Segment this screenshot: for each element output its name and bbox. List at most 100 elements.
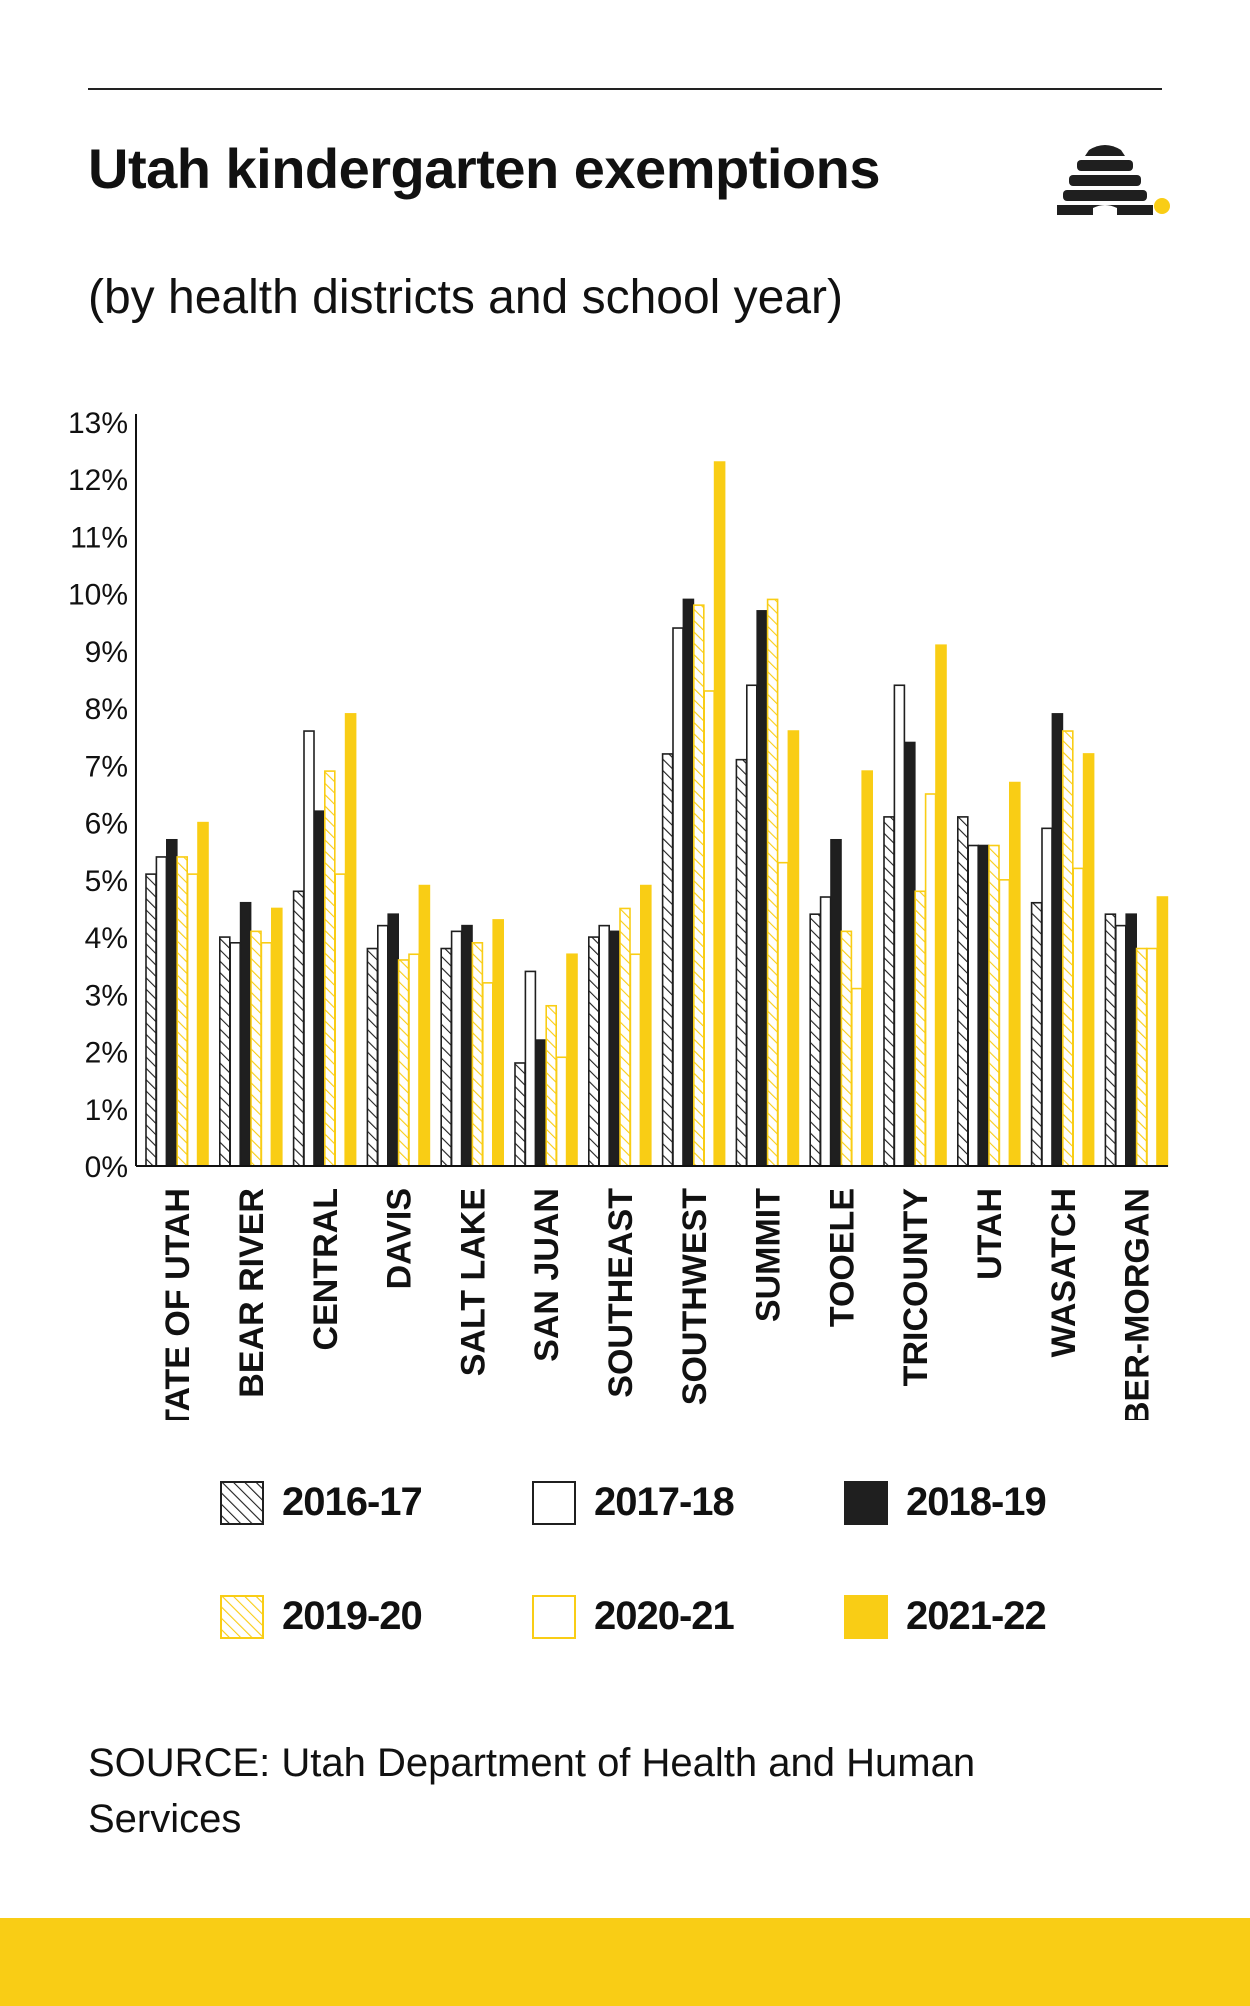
y-tick-label: 2%: [85, 1037, 128, 1070]
bar-2017-18-bear-river: [229, 941, 241, 1167]
bar-2017-18-state-of-utah: [155, 856, 168, 1167]
bar-2018-19-salt-lake: [461, 924, 473, 1167]
bar-2020-21-central: [334, 873, 347, 1167]
bar-2020-21-southwest: [703, 690, 716, 1167]
bar-2021-22-weber-morgan: [1156, 896, 1169, 1167]
bar-2016-17-state-of-utah: [145, 873, 157, 1167]
x-category-label: SAN JUAN: [528, 1188, 566, 1362]
bar-2018-19-summit: [756, 610, 769, 1167]
bar-2016-17-utah: [956, 816, 969, 1167]
bar-2018-19-wasatch: [1051, 713, 1064, 1167]
y-tick-label: 3%: [85, 979, 128, 1012]
y-tick-label: 7%: [85, 750, 128, 783]
bar-2016-17-southeast: [587, 936, 600, 1167]
bar-2018-19-san-juan: [534, 1039, 547, 1167]
bar-2016-17-bear-river: [219, 936, 231, 1167]
legend-item-2021-22: 2021-22: [844, 1594, 1047, 1639]
bar-2018-19-southeast: [608, 930, 621, 1167]
bar-2017-18-davis: [376, 924, 389, 1167]
bar-2019-20-bear-river: [250, 930, 262, 1167]
bar-2021-22-wasatch: [1082, 753, 1095, 1167]
bar-2018-19-southwest: [682, 598, 695, 1167]
source-note: SOURCE: Utah Department of Health and Hu…: [88, 1741, 976, 1841]
x-category-label: BEAR RIVER: [233, 1188, 271, 1398]
bar-2019-20-summit: [766, 598, 779, 1167]
y-tick-label: 12%: [68, 464, 128, 497]
x-category-label: SOUTHEAST: [602, 1188, 640, 1398]
legend-label: 2016-17: [282, 1480, 423, 1524]
x-category-label: SUMMIT: [750, 1188, 788, 1322]
bar-2019-20-state-of-utah: [176, 856, 188, 1167]
bar-2018-19-central: [313, 810, 326, 1167]
bar-2020-21-bear-river: [260, 941, 273, 1167]
y-tick-label: 11%: [70, 521, 128, 554]
x-category-label: SALT LAKE: [454, 1188, 492, 1376]
x-category-label: TRICOUNTY: [897, 1188, 935, 1387]
y-tick-label: 9%: [85, 636, 128, 669]
bar-2021-22-davis: [418, 884, 431, 1167]
bar-2020-21-salt-lake: [481, 982, 494, 1167]
bar-2017-18-southeast: [598, 924, 611, 1167]
x-category-label: CENTRAL: [307, 1188, 345, 1350]
y-tick-label: 1%: [85, 1094, 128, 1127]
bar-2018-19-weber-morgan: [1125, 913, 1137, 1167]
bar-2017-18-tooele: [819, 896, 832, 1167]
footer-band: [0, 1918, 1250, 2006]
bar-2019-20-central: [323, 770, 336, 1167]
legend-swatch-outline-black: [532, 1480, 576, 1525]
bar-2017-18-salt-lake: [450, 930, 463, 1167]
bar-2021-22-salt-lake: [492, 919, 505, 1167]
x-category-label: UTAH: [971, 1188, 1009, 1280]
bar-2019-20-weber-morgan: [1135, 947, 1148, 1167]
bar-2016-17-wasatch: [1030, 901, 1043, 1167]
legend-item-2018-19: 2018-19: [844, 1480, 1047, 1525]
y-tick-label: 8%: [85, 693, 128, 726]
legend-item-2019-20: 2019-20: [220, 1594, 423, 1639]
bar-2019-20-salt-lake: [471, 941, 484, 1167]
bar-2017-18-wasatch: [1041, 827, 1053, 1167]
bar-2020-21-utah: [998, 879, 1011, 1167]
legend-swatch-solid-yellow: [844, 1594, 888, 1639]
bar-2019-20-davis: [397, 959, 410, 1167]
bar-2016-17-summit: [735, 758, 748, 1167]
bar-2021-22-utah: [1008, 781, 1021, 1167]
bar-2018-19-state-of-utah: [166, 838, 178, 1167]
bar-2018-19-tricounty: [903, 741, 916, 1167]
y-tick-label: 6%: [85, 808, 128, 841]
bar-2020-21-tricounty: [924, 793, 937, 1167]
bar-2019-20-tooele: [840, 930, 853, 1167]
bar-2021-22-state-of-utah: [197, 821, 209, 1167]
y-tick-label: 5%: [85, 865, 128, 898]
bar-2017-18-utah: [967, 844, 980, 1167]
bar-2019-20-southwest: [692, 604, 705, 1167]
bar-2016-17-san-juan: [514, 1062, 526, 1167]
x-category-label: DAVIS: [381, 1188, 419, 1289]
chart-subtitle: (by health districts and school year): [88, 271, 844, 324]
bar-2021-22-san-juan: [566, 953, 578, 1167]
legend-label: 2020-21: [594, 1594, 735, 1638]
bar-2020-21-southeast: [629, 953, 642, 1167]
bar-2017-18-summit: [745, 684, 758, 1167]
beehive-logo-icon: [1057, 145, 1170, 215]
x-category-label: TOOELE: [823, 1188, 861, 1327]
bar-2016-17-davis: [366, 947, 379, 1167]
bar-2016-17-central: [292, 890, 305, 1167]
bar-2018-19-bear-river: [239, 901, 252, 1167]
bar-2016-17-weber-morgan: [1104, 913, 1117, 1167]
bar-chart: 0% 1% 2% 3% 4% 5% 6% 7% 8% 9% 10% 11% 12% 13% STATE O…: [68, 407, 1169, 1420]
legend-swatch-outline-yellow: [532, 1594, 576, 1639]
legend-label: 2017-18: [594, 1480, 735, 1524]
legend-label: 2019-20: [282, 1594, 423, 1638]
bar-2020-21-weber-morgan: [1146, 947, 1158, 1167]
bar-2021-22-southeast: [639, 884, 652, 1167]
bar-2018-19-utah: [977, 844, 990, 1167]
x-category-label: STATE OF UTAH: [159, 1188, 197, 1420]
bar-2016-17-southwest: [661, 753, 674, 1167]
legend-item-2017-18: 2017-18: [532, 1480, 735, 1525]
bar-2021-22-summit: [787, 730, 800, 1167]
bar-2017-18-san-juan: [524, 970, 537, 1167]
bar-2016-17-tooele: [809, 913, 822, 1167]
bar-2019-20-southeast: [619, 907, 631, 1167]
legend-item-2016-17: 2016-17: [220, 1480, 423, 1525]
y-tick-label: 0%: [85, 1151, 128, 1184]
